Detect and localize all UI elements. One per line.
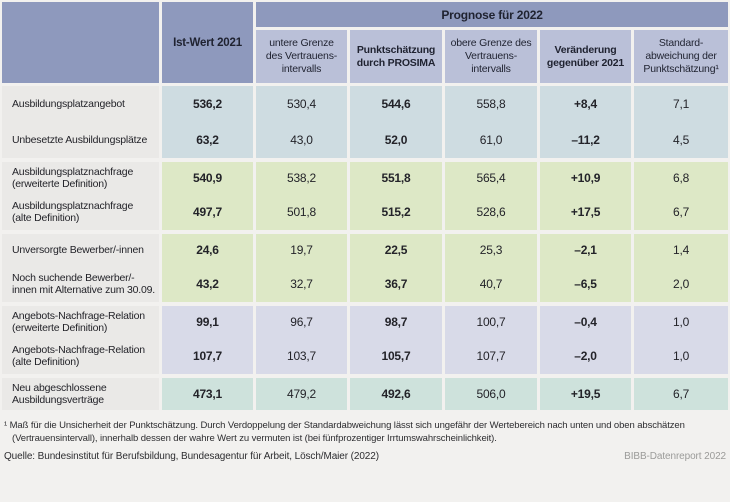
- cell-std: 1,4: [634, 230, 729, 266]
- cell-upper: 506,0: [445, 374, 540, 410]
- cell-lower: 538,2: [256, 158, 350, 194]
- col-header-ist-wert-2021: Ist-Wert 2021: [162, 2, 256, 86]
- footer-row: Quelle: Bundesinstitut für Berufsbildung…: [4, 451, 726, 462]
- cell-ist: 63,2: [162, 122, 256, 158]
- row-label: Noch suchende Bewerber/-innen mit Altern…: [2, 266, 162, 302]
- cell-std: 6,7: [634, 194, 729, 230]
- cell-point: 52,0: [350, 122, 445, 158]
- footnote-text: ¹ Maß für die Unsicherheit der Punktschä…: [4, 420, 685, 444]
- cell-point: 105,7: [350, 338, 445, 374]
- col-header-untere-grenze: untere Grenze des Vertrauens-intervalls: [256, 30, 350, 86]
- cell-point: 36,7: [350, 266, 445, 302]
- cell-lower: 19,7: [256, 230, 350, 266]
- cell-std: 6,8: [634, 158, 729, 194]
- cell-lower: 32,7: [256, 266, 350, 302]
- row-label: Ausbildungsplatznachfrage (alte Definiti…: [2, 194, 162, 230]
- cell-lower: 103,7: [256, 338, 350, 374]
- col-header-punktschaetzung: Punktschätzung durch PROSIMA: [350, 30, 445, 86]
- cell-ist: 43,2: [162, 266, 256, 302]
- col-header-standardabweichung: Standard-abweichung der Punktschätzung¹: [634, 30, 729, 86]
- table-row: Angebots-Nachfrage-Relation (erweiterte …: [2, 302, 729, 338]
- prognose-table: Ist-Wert 2021 Prognose für 2022 untere G…: [2, 2, 729, 410]
- report-table-page: Ist-Wert 2021 Prognose für 2022 untere G…: [2, 2, 729, 462]
- cell-ist: 107,7: [162, 338, 256, 374]
- row-label: Neu abgeschlossene Ausbildungsverträge: [2, 374, 162, 410]
- col-group-header-prognose-2022: Prognose für 2022: [256, 2, 729, 30]
- cell-lower: 501,8: [256, 194, 350, 230]
- row-label: Angebots-Nachfrage-Relation (alte Defini…: [2, 338, 162, 374]
- cell-std: 1,0: [634, 302, 729, 338]
- cell-change: –6,5: [540, 266, 634, 302]
- cell-change: –2,0: [540, 338, 634, 374]
- cell-change: –2,1: [540, 230, 634, 266]
- cell-point: 492,6: [350, 374, 445, 410]
- cell-change: –0,4: [540, 302, 634, 338]
- cell-change: +17,5: [540, 194, 634, 230]
- table-row: Ausbildungsplatznachfrage (erweiterte De…: [2, 158, 729, 194]
- source-text: Quelle: Bundesinstitut für Berufsbildung…: [4, 451, 379, 462]
- cell-ist: 473,1: [162, 374, 256, 410]
- cell-ist: 540,9: [162, 158, 256, 194]
- table-row: Neu abgeschlossene Ausbildungsverträge 4…: [2, 374, 729, 410]
- row-label: Ausbildungsplatznachfrage (erweiterte De…: [2, 158, 162, 194]
- cell-upper: 100,7: [445, 302, 540, 338]
- cell-upper: 558,8: [445, 86, 540, 122]
- cell-upper: 25,3: [445, 230, 540, 266]
- report-name: BIBB-Datenreport 2022: [624, 451, 726, 462]
- col-header-obere-grenze: obere Grenze des Vertrauens-intervalls: [445, 30, 540, 86]
- cell-point: 98,7: [350, 302, 445, 338]
- cell-std: 2,0: [634, 266, 729, 302]
- table-row: Noch suchende Bewerber/-innen mit Altern…: [2, 266, 729, 302]
- cell-change: –11,2: [540, 122, 634, 158]
- cell-change: +19,5: [540, 374, 634, 410]
- table-row: Unversorgte Bewerber/-innen 24,6 19,7 22…: [2, 230, 729, 266]
- cell-std: 7,1: [634, 86, 729, 122]
- table-row: Angebots-Nachfrage-Relation (alte Defini…: [2, 338, 729, 374]
- cell-lower: 530,4: [256, 86, 350, 122]
- cell-lower: 479,2: [256, 374, 350, 410]
- row-label: Unversorgte Bewerber/-innen: [2, 230, 162, 266]
- cell-std: 6,7: [634, 374, 729, 410]
- cell-upper: 40,7: [445, 266, 540, 302]
- cell-upper: 528,6: [445, 194, 540, 230]
- cell-upper: 107,7: [445, 338, 540, 374]
- cell-lower: 96,7: [256, 302, 350, 338]
- cell-ist: 24,6: [162, 230, 256, 266]
- cell-point: 22,5: [350, 230, 445, 266]
- table-row: Unbesetzte Ausbildungsplätze 63,2 43,0 5…: [2, 122, 729, 158]
- cell-change: +10,9: [540, 158, 634, 194]
- row-label: Unbesetzte Ausbildungsplätze: [2, 122, 162, 158]
- header-row-sub: untere Grenze des Vertrauens-intervalls …: [2, 30, 729, 86]
- cell-ist: 536,2: [162, 86, 256, 122]
- cell-lower: 43,0: [256, 122, 350, 158]
- cell-point: 515,2: [350, 194, 445, 230]
- table-row: Ausbildungsplatzangebot 536,2 530,4 544,…: [2, 86, 729, 122]
- cell-std: 4,5: [634, 122, 729, 158]
- row-label: Angebots-Nachfrage-Relation (erweiterte …: [2, 302, 162, 338]
- col-header-veraenderung: Veränderung gegenüber 2021: [540, 30, 634, 86]
- row-label: Ausbildungsplatzangebot: [2, 86, 162, 122]
- cell-ist: 99,1: [162, 302, 256, 338]
- cell-point: 551,8: [350, 158, 445, 194]
- corner-cell: [2, 2, 162, 86]
- header-row-top: Ist-Wert 2021 Prognose für 2022: [2, 2, 729, 86]
- cell-point: 544,6: [350, 86, 445, 122]
- table-row: Ausbildungsplatznachfrage (alte Definiti…: [2, 194, 729, 230]
- cell-change: +8,4: [540, 86, 634, 122]
- cell-ist: 497,7: [162, 194, 256, 230]
- cell-upper: 565,4: [445, 158, 540, 194]
- cell-upper: 61,0: [445, 122, 540, 158]
- cell-std: 1,0: [634, 338, 729, 374]
